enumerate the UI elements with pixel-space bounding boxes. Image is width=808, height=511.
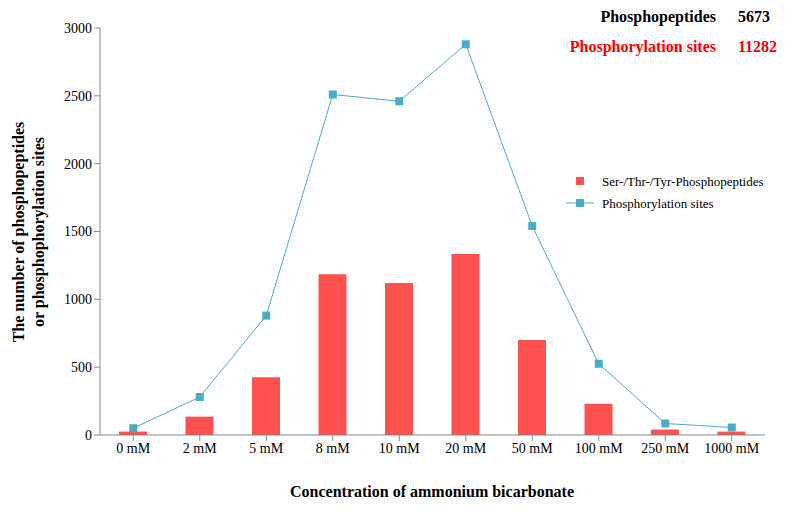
svg-text:Concentration of ammonium bica: Concentration of ammonium bicarbonate bbox=[290, 483, 574, 500]
svg-text:Phosphopeptides: Phosphopeptides bbox=[600, 8, 716, 26]
svg-text:3000: 3000 bbox=[64, 21, 92, 36]
svg-text:100 mM: 100 mM bbox=[575, 441, 623, 456]
svg-text:Phosphorylation sites: Phosphorylation sites bbox=[602, 196, 714, 211]
svg-text:500: 500 bbox=[71, 360, 92, 375]
svg-text:1000: 1000 bbox=[64, 292, 92, 307]
svg-text:10 mM: 10 mM bbox=[379, 441, 420, 456]
svg-text:0: 0 bbox=[85, 428, 92, 443]
svg-text:0 mM: 0 mM bbox=[116, 441, 150, 456]
svg-text:1500: 1500 bbox=[64, 224, 92, 239]
svg-text:50 mM: 50 mM bbox=[512, 441, 553, 456]
svg-text:Ser-/Thr-/Tyr-Phosphopeptides: Ser-/Thr-/Tyr-Phosphopeptides bbox=[602, 174, 764, 189]
svg-text:8 mM: 8 mM bbox=[316, 441, 350, 456]
svg-text:2000: 2000 bbox=[64, 157, 92, 172]
svg-text:2 mM: 2 mM bbox=[183, 441, 217, 456]
svg-text:11282: 11282 bbox=[738, 38, 777, 55]
svg-text:1000 mM: 1000 mM bbox=[704, 441, 759, 456]
svg-text:Phosphorylation sites: Phosphorylation sites bbox=[570, 38, 716, 56]
svg-text:5673: 5673 bbox=[738, 8, 770, 25]
svg-text:5 mM: 5 mM bbox=[249, 441, 283, 456]
svg-text:250 mM: 250 mM bbox=[641, 441, 689, 456]
svg-text:20 mM: 20 mM bbox=[445, 441, 486, 456]
svg-text:2500: 2500 bbox=[64, 89, 92, 104]
svg-text:The number of phosphopeptideso: The number of phosphopeptidesor phosphop… bbox=[10, 122, 48, 343]
